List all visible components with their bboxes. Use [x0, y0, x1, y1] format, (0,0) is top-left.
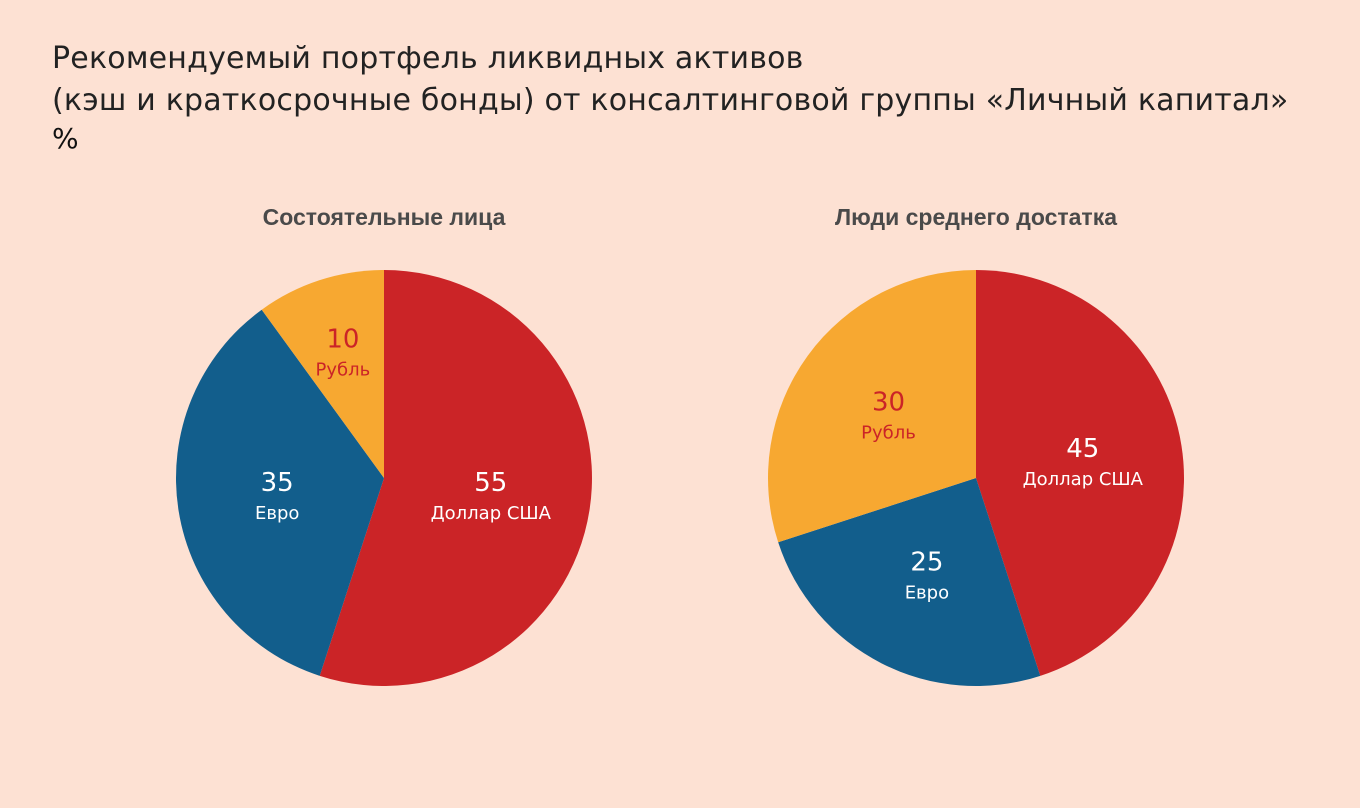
- chart-title-line-1: Рекомендуемый портфель ликвидных активов: [52, 41, 804, 76]
- pie-value-label-eur: 25: [910, 547, 943, 577]
- pie-slice-usd: [319, 270, 592, 686]
- pie-slice-eur: [175, 309, 384, 676]
- pie-value-label-usd: 55: [474, 468, 507, 498]
- pie-title: Состоятельные лица: [263, 204, 506, 230]
- pie-value-label-usd: 45: [1066, 434, 1099, 464]
- pie-value-label-rub: 10: [326, 324, 359, 354]
- chart-title-line-2: (кэш и краткосрочные бонды) от консалтин…: [52, 83, 1289, 118]
- pie-slice-usd: [976, 270, 1185, 676]
- pie-category-label-rub: Рубль: [861, 422, 916, 443]
- pie-slice-eur: [778, 478, 1041, 687]
- pie-category-label-eur: Евро: [905, 582, 949, 603]
- pie-value-label-eur: 35: [261, 468, 294, 498]
- pie-category-label-rub: Рубль: [316, 359, 371, 380]
- unit-label: %: [52, 122, 79, 155]
- pie-slice-rub: [767, 270, 976, 543]
- pie-category-label-usd: Доллар США: [431, 503, 552, 524]
- pie-chart-2: Люди среднего достатка 45 Доллар США 25 Евро…: [767, 204, 1185, 687]
- chart-header: Рекомендуемый портфель ликвидных активов…: [52, 38, 1288, 154]
- pie-value-label-rub: 30: [872, 387, 905, 417]
- pie-chart-1: Состоятельные лица 55 Доллар США 35 Евро 10 Ру…: [175, 204, 592, 686]
- pie-category-label-eur: Евро: [255, 503, 299, 524]
- pie-title: Люди среднего достатка: [835, 204, 1117, 230]
- pie-category-label-usd: Доллар США: [1023, 469, 1144, 490]
- pie-slice-rub: [261, 270, 384, 478]
